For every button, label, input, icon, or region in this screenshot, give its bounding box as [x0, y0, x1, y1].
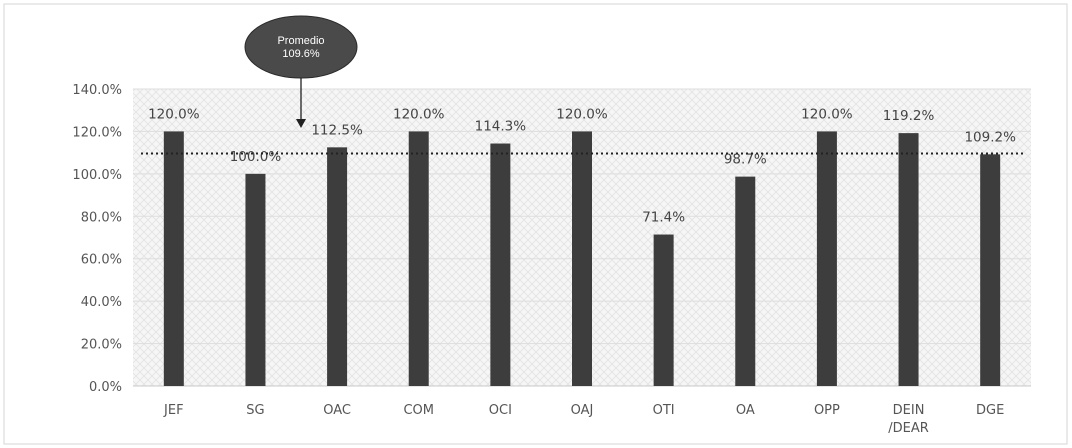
data-label: 98.7%: [724, 152, 767, 168]
x-axis-ticks: JEF SG OAC COM OCI OAJ OTI OA OPP DEIN/DEAR DGE: [163, 403, 1004, 436]
x-tick-label: OTI: [653, 403, 675, 418]
bar: [490, 143, 511, 386]
bar: [816, 131, 837, 386]
bar: [572, 131, 592, 386]
data-label: 120.0%: [801, 106, 853, 122]
x-tick-label: DEIN/DEAR: [888, 403, 929, 436]
data-label: 120.0%: [393, 106, 445, 122]
bars: [163, 131, 1001, 386]
callout-ellipse: [244, 15, 358, 79]
x-tick-label: OA: [736, 403, 755, 418]
bar: [245, 173, 266, 386]
data-label: 71.4%: [642, 210, 685, 226]
callout-value: 109.6%: [282, 48, 320, 60]
data-label: 112.5%: [311, 122, 363, 138]
x-tick-label: OCI: [489, 403, 512, 418]
bar: [653, 234, 674, 386]
x-tick-label: SG: [246, 403, 264, 418]
average-callout: Promedio 109.6%: [244, 15, 358, 128]
data-label: 119.2%: [883, 108, 935, 124]
bar: [327, 147, 348, 386]
x-tick-label: DGE: [976, 403, 1004, 418]
bar: [408, 131, 429, 386]
bar: [735, 176, 756, 386]
x-tick-label: OPP: [814, 403, 840, 418]
data-label: 114.3%: [475, 119, 527, 135]
bar: [898, 133, 919, 386]
y-tick-label: 60.0%: [81, 253, 122, 268]
data-label: 120.0%: [148, 106, 200, 122]
y-axis-ticks: 0.0% 20.0% 40.0% 60.0% 80.0% 100.0% 120.0% 140.…: [72, 83, 122, 395]
x-tick-label: COM: [403, 403, 434, 418]
y-tick-label: 140.0%: [72, 83, 122, 98]
y-tick-label: 80.0%: [81, 210, 122, 225]
y-tick-label: 100.0%: [72, 168, 122, 183]
y-tick-label: 40.0%: [81, 295, 122, 310]
bar: [980, 154, 1001, 386]
y-tick-label: 120.0%: [72, 125, 122, 140]
x-tick-label: OAC: [323, 403, 351, 418]
data-label: 100.0%: [230, 149, 282, 165]
callout-arrowhead: [296, 119, 306, 128]
bar: [163, 131, 184, 386]
x-tick-label: JEF: [163, 403, 184, 418]
y-tick-label: 0.0%: [89, 380, 122, 395]
data-labels: 120.0% 100.0% 112.5% 120.0% 114.3% 120.0% 71.4…: [148, 106, 1016, 225]
x-tick-label: OAJ: [571, 403, 594, 418]
data-label: 120.0%: [556, 106, 608, 122]
callout-label: Promedio: [277, 35, 324, 47]
y-tick-label: 20.0%: [81, 338, 122, 353]
data-label: 109.2%: [964, 129, 1016, 145]
